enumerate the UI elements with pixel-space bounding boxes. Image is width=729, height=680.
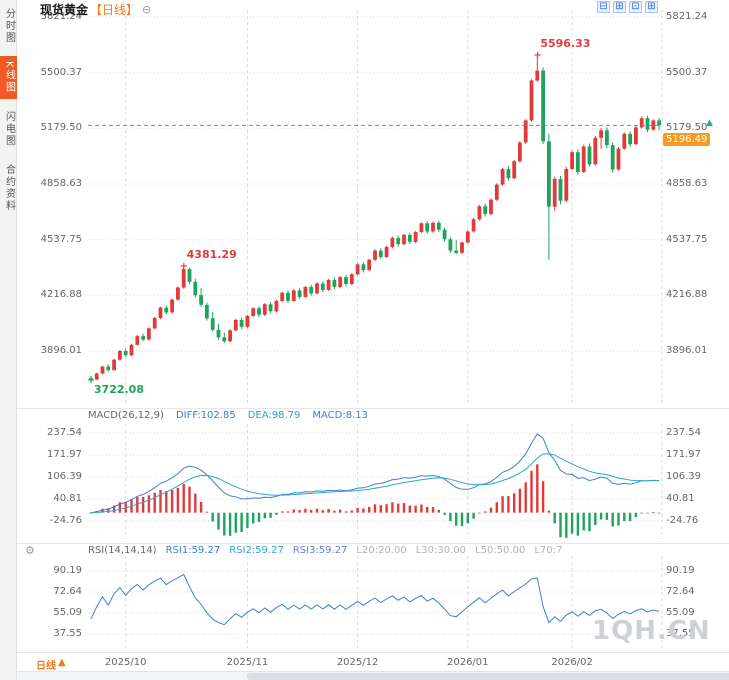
date-axis-label: 2025/11 <box>226 657 269 668</box>
price-axis-label: 4537.75 <box>40 233 82 245</box>
rsi3-value: RSI3:59.27 <box>292 545 348 556</box>
rsi-axis-label: 72.64 <box>53 586 82 597</box>
sidebar-tab-kline[interactable]: K线图 <box>0 56 17 99</box>
price-axis-label: 3896.01 <box>666 345 708 356</box>
rsi-l30-value: L30:30.00 <box>415 545 467 556</box>
rsi1-value: RSI1:59.27 <box>165 545 221 556</box>
sidebar-tab-contract-info[interactable]: 合约资料 <box>3 163 15 212</box>
price-axis-label: 4858.63 <box>40 177 82 189</box>
panel-divider[interactable] <box>17 543 729 544</box>
price-axis-label: 5821.24 <box>666 11 708 22</box>
sidebar-tab-timeshare[interactable]: 分时图 <box>3 8 15 44</box>
layout-icon-group: ⊟ ⊞ ⊡ ⊞ <box>597 1 658 13</box>
indicator-settings-gear-icon[interactable]: ⚙ <box>25 544 35 557</box>
period-tab-arrow-icon: ▲ <box>58 657 66 668</box>
rsi-axis-label: 72.64 <box>666 586 695 597</box>
macd-axis-label: 40.81 <box>53 493 82 504</box>
price-annotation: 5596.33 <box>540 37 591 51</box>
rsi-l20-value: L20:20.00 <box>356 545 407 556</box>
extreme-marker-icon: + <box>86 375 96 387</box>
macd-dea-value: DEA:98.79 <box>247 410 301 421</box>
rsi-axis-label: 37.55 <box>666 628 695 639</box>
watermark: 1QH.CN <box>592 616 711 646</box>
period-badge: 【日线】 <box>90 3 139 17</box>
period-tab-daily[interactable]: 日线 ▲ <box>36 657 66 672</box>
date-axis-label: 2026/02 <box>551 657 593 668</box>
macd-axis-label: 106.39 <box>47 471 82 482</box>
symbol-name: 现货黄金 <box>40 3 89 17</box>
rsi-header: RSI(14,14,14) RSI1:59.27 RSI2:59.27 RSI3… <box>88 545 562 556</box>
rsi-axis-label: 37.55 <box>53 628 82 639</box>
price-axis-label: 5500.37 <box>666 66 708 78</box>
macd-axis-label: 106.39 <box>666 471 701 482</box>
price-axis-label: 4216.88 <box>40 289 82 301</box>
period-tab-label: 日线 <box>36 661 56 672</box>
layout-split-horizontal-icon[interactable]: ⊟ <box>597 1 610 13</box>
macd-hist-value: MACD:8.13 <box>312 410 369 421</box>
date-axis-label: 2025/10 <box>104 657 147 668</box>
price-axis-label: 4858.63 <box>666 177 708 189</box>
last-price-tag: 5196.49 <box>663 133 711 146</box>
extreme-marker-icon: + <box>179 260 189 272</box>
macd-diff-value: DIFF:102.85 <box>175 410 236 421</box>
date-axis-label: 2025/12 <box>336 657 379 668</box>
price-axis-label: 4537.75 <box>666 233 708 245</box>
rsi-axis-label: 55.09 <box>666 607 695 618</box>
rsi-title: RSI(14,14,14) <box>88 545 157 556</box>
panel-divider[interactable] <box>17 408 729 409</box>
scroll-to-latest-icon[interactable]: ▲ <box>706 118 713 128</box>
macd-axis-label: 171.97 <box>666 448 701 460</box>
chart-header: 现货黄金 【日线】 ⊖ <box>40 1 151 18</box>
layout-quad-icon[interactable]: ⊞ <box>645 1 658 13</box>
price-annotation: 4381.29 <box>186 247 237 261</box>
rsi-l50-value: L50:50.00 <box>475 545 526 556</box>
price-axis-label: 5500.37 <box>40 66 82 78</box>
macd-axis-label: 237.54 <box>47 427 82 438</box>
date-axis-label: 2026/01 <box>446 657 489 668</box>
extreme-marker-icon: + <box>533 50 542 62</box>
sidebar-tab-lightning[interactable]: 闪电图 <box>3 110 15 147</box>
price-axis-label: 5179.50 <box>666 122 708 134</box>
layout-single-icon[interactable]: ⊡ <box>629 1 642 13</box>
macd-axis-label: -24.76 <box>666 515 699 526</box>
rsi-axis-label: 55.09 <box>53 607 82 618</box>
price-axis-label: 5179.50 <box>40 122 82 134</box>
macd-axis-label: 40.81 <box>666 493 695 504</box>
price-axis-label: 3896.01 <box>40 345 82 356</box>
panel-divider <box>17 652 729 653</box>
sidebar: 分时图 K线图 闪电图 合约资料 <box>0 0 17 680</box>
scrollbar-thumb[interactable] <box>247 673 729 680</box>
macd-axis-label: 237.54 <box>666 427 701 438</box>
rsi-axis-label: 90.19 <box>53 565 82 576</box>
scrollbar-track[interactable] <box>17 671 729 680</box>
macd-axis-label: 171.97 <box>47 448 82 460</box>
price-annotation: 3722.08 <box>93 383 144 397</box>
macd-title: MACD(26,12,9) <box>88 410 164 421</box>
macd-axis-label: -24.76 <box>49 515 82 526</box>
rsi2-value: RSI2:59.27 <box>229 545 284 556</box>
price-axis-label: 4216.88 <box>666 289 708 301</box>
layout-grid-icon[interactable]: ⊞ <box>613 1 626 13</box>
collapse-icon[interactable]: ⊖ <box>142 3 152 16</box>
rsi-axis-label: 90.19 <box>666 565 695 576</box>
price-axis-label: 5821.24 <box>40 11 82 22</box>
macd-header: MACD(26,12,9) DIFF:102.85 DEA:98.79 MACD… <box>88 410 368 421</box>
rsi-l70-value: L70:7 <box>534 545 563 556</box>
